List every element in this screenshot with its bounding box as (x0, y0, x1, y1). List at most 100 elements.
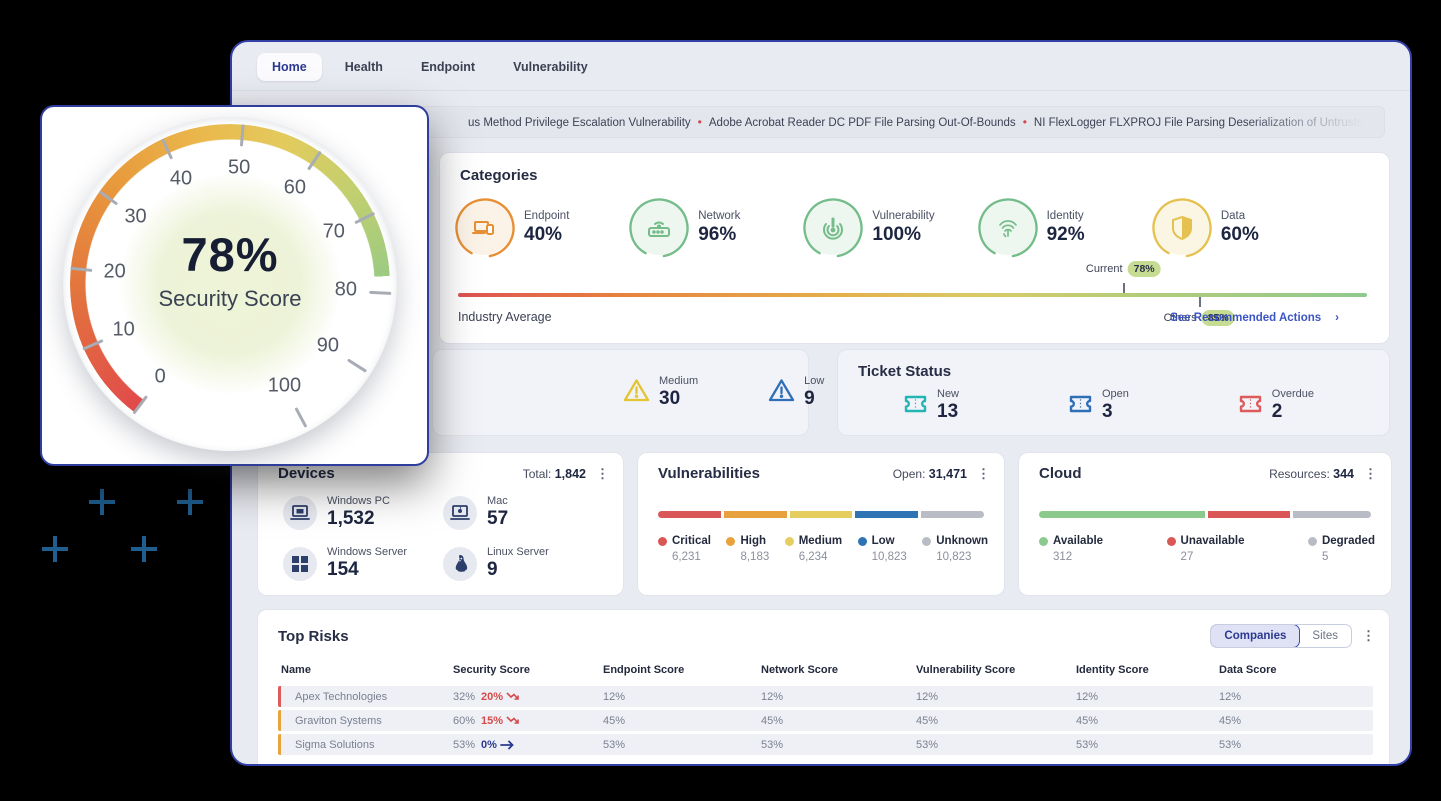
categories-card: Categories Endpoint 40% Network 96% Vulnerab… (439, 152, 1390, 344)
toggle-sites[interactable]: Sites (1312, 630, 1338, 642)
chevron-right-icon: › (1335, 312, 1339, 324)
security-score: 53% (453, 738, 476, 751)
risk-name: Apex Technologies (295, 690, 388, 703)
current-value-badge: 78% (1127, 261, 1161, 277)
devices-total-value: 1,842 (554, 466, 586, 481)
legend-low: Low 10,823 (857, 535, 907, 563)
segment-available (1039, 511, 1206, 518)
stat-value: 30 (659, 388, 681, 409)
legend-label-row: Degraded (1307, 535, 1375, 547)
stat-label: New (937, 388, 960, 400)
score-cell: 12% (761, 690, 784, 703)
devices-menu-icon[interactable]: ⋮ (596, 465, 609, 481)
vulnerabilities-stacked-bar (658, 511, 984, 518)
security-score: 60% (453, 714, 476, 727)
security-dashboard: Home Health Endpoint Vulnerability us Metho… (230, 40, 1412, 766)
legend-value: 6,234 (798, 551, 828, 563)
others-label: Others (1163, 312, 1197, 324)
gauge-tick-label: 10 (112, 318, 135, 341)
stat-item-open: Open 3 (1068, 388, 1129, 423)
stat-text: Medium 30 (659, 375, 698, 410)
device-label: Windows PC (327, 495, 390, 507)
legend-dot (726, 536, 736, 546)
legend-value: 10,823 (871, 551, 907, 563)
category-value: 96% (698, 224, 737, 245)
windows-pc-icon (283, 495, 317, 530)
category-label: Identity (1046, 210, 1084, 222)
devices-card: Devices Total: 1,842 ⋮ Windows PC 1,532 Ma… (257, 452, 624, 596)
cloud-card: Cloud Resources: 344 ⋮ Available 312 Unava… (1018, 452, 1392, 596)
trend-flat: 0% (481, 739, 515, 751)
category-value: 100% (872, 224, 922, 245)
column-header: Name (281, 664, 311, 676)
ticket-icon (903, 392, 928, 420)
alert-severity-card: Medium 30 Low 9 (432, 349, 824, 436)
ticker-separator: • (697, 115, 702, 129)
category-label: Vulnerability (872, 210, 935, 222)
score-cell: 53% (916, 738, 939, 751)
category-label: Data (1220, 210, 1246, 222)
table-row[interactable]: Apex Technologies 32% 20% 12% 12% 12% 12% 12% (278, 686, 1373, 707)
score-cell: 45% (916, 714, 939, 727)
vulnerability-ticker[interactable]: us Method Privilege Escalation Vulnerabi… (257, 106, 1385, 138)
stat-value: 9 (804, 388, 815, 409)
stat-item-low: Low 9 (768, 375, 824, 410)
device-windows-server: Windows Server 154 (283, 546, 443, 581)
data-icon (1152, 198, 1212, 258)
network-icon (629, 198, 689, 258)
ticket-status-title: Ticket Status (858, 363, 952, 380)
see-recommended-actions-link[interactable]: See Recommended Actions › (1170, 312, 1339, 324)
legend-dot (857, 536, 867, 546)
gauge-tick-label: 30 (124, 205, 147, 228)
linux-server-icon (443, 546, 477, 581)
top-risks-table: Name Security Score Endpoint Score Network … (278, 660, 1373, 758)
legend-label-row: Unknown (922, 535, 988, 547)
tab-endpoint[interactable]: Endpoint (420, 60, 476, 74)
others-marker-tick (1199, 297, 1202, 307)
cloud-menu-icon[interactable]: ⋮ (1364, 465, 1377, 481)
tab-home[interactable]: Home (257, 53, 322, 81)
security-score-cell: 60% 15% (453, 715, 603, 727)
legend-value: 312 (1053, 551, 1073, 563)
trend-down: 15% (481, 715, 521, 727)
tab-vulnerability[interactable]: Vulnerability (513, 60, 588, 74)
category-text: Network 96% (698, 210, 740, 246)
device-text: Windows PC 1,532 (327, 495, 390, 530)
cloud-title: Cloud (1039, 465, 1082, 482)
top-risks-menu-icon[interactable]: ⋮ (1362, 628, 1375, 643)
stat-value: 3 (1101, 401, 1113, 422)
legend-label: High (740, 535, 767, 547)
toggle-companies[interactable]: Companies (1211, 625, 1301, 647)
tab-health[interactable]: Health (344, 60, 383, 74)
gauge-tick-label: 90 (316, 334, 339, 357)
legend-available: Available 312 (1039, 535, 1103, 563)
gauge-tick-label: 0 (154, 365, 166, 388)
legend-label: Unavailable (1180, 535, 1245, 547)
table-row[interactable]: Graviton Systems 60% 15% 45% 45% 45% 45% 45% (278, 710, 1373, 731)
table-row[interactable]: Sigma Solutions 53% 0% 53% 53% 53% 53% 53% (278, 734, 1373, 755)
risk-name: Sigma Solutions (295, 738, 375, 751)
gauge-tick-label: 40 (169, 167, 193, 190)
score-cell: 53% (603, 738, 626, 751)
top-risks-title: Top Risks (278, 627, 349, 645)
stat-item-medium: Medium 30 (623, 375, 698, 410)
column-header: Vulnerability Score (916, 664, 1016, 676)
legend-label: Degraded (1321, 535, 1375, 547)
legend-value: 8,183 (740, 551, 770, 563)
industry-average-label: Industry Average (458, 310, 552, 324)
mac-icon (443, 495, 477, 530)
score-cell: 53% (1076, 738, 1099, 751)
legend-label-row: Critical (658, 535, 711, 547)
companies-sites-toggle: Companies Sites (1210, 624, 1352, 648)
legend-label: Available (1053, 535, 1104, 547)
legend-dot (922, 536, 932, 546)
vulnerabilities-menu-icon[interactable]: ⋮ (977, 465, 990, 481)
legend-value: 6,231 (672, 551, 701, 563)
stat-value: 2 (1271, 401, 1283, 422)
legend-label: Critical (672, 535, 711, 547)
gauge-tick-label: 80 (334, 278, 357, 301)
cloud-stacked-bar (1039, 511, 1371, 518)
security-score-cell: 53% 0% (453, 739, 603, 751)
vulns-open-value: 31,471 (928, 466, 967, 481)
category-text: Data 60% (1221, 210, 1259, 246)
